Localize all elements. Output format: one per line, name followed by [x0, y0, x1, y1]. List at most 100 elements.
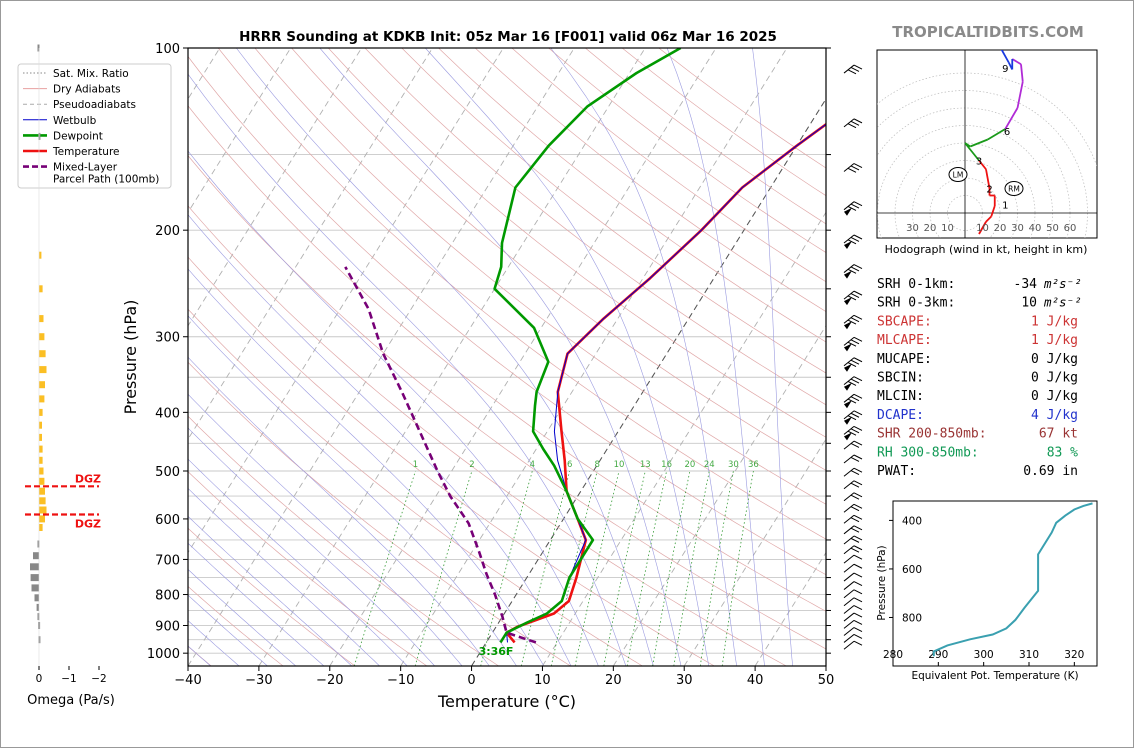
theta-e-plot: 280 290 300 310 320 400 600 800 Equivalent Pot.…	[876, 500, 1098, 682]
mixing-ratio-label: 10	[614, 460, 625, 470]
index-value: 1 J/kg	[1031, 314, 1078, 329]
wind-barb-flag	[853, 634, 863, 639]
index-label: SBCAPE:	[877, 314, 932, 329]
mixing-ratio-line	[699, 470, 734, 666]
wind-barb-flag	[847, 268, 857, 274]
index-value: 0 J/kg	[1031, 371, 1078, 386]
wind-barb-staff	[843, 619, 855, 629]
wind-barb-flag	[847, 415, 857, 421]
hodograph-segment	[987, 128, 1006, 141]
wind-barb-flag	[853, 118, 863, 124]
wind-barb-staff	[843, 545, 855, 555]
omega-bar	[30, 574, 39, 582]
index-label: SRH 0-3km:	[877, 296, 955, 311]
dgz-label: DGZ	[75, 472, 101, 485]
omega-bar	[39, 506, 47, 514]
mixing-ratio-label: 2	[469, 460, 474, 470]
wind-barb	[843, 64, 863, 75]
wind-barb-staff	[843, 357, 855, 367]
wind-barb-flag	[850, 266, 860, 272]
mixing-ratio-line	[626, 470, 667, 666]
wind-barb-flag	[850, 359, 860, 365]
legend-label: Parcel Path (100mb)	[53, 174, 159, 186]
omega-bar	[39, 497, 46, 505]
mixing-ratio-label: 30	[728, 460, 739, 470]
wind-barb-staff	[843, 554, 855, 564]
wind-barb-flag	[853, 581, 863, 587]
theta-e-frame	[892, 500, 1098, 667]
legend-label: Pseudoadiabats	[53, 99, 136, 111]
wind-barb-flag	[850, 456, 860, 462]
pseudoadiabat-line	[550, 48, 737, 666]
isotherm-line	[754, 551, 826, 666]
hodograph-tick-label: 10	[976, 223, 989, 234]
wind-barb	[843, 118, 863, 129]
wind-barb-flag	[850, 396, 860, 402]
mixing-ratio-line	[480, 470, 533, 666]
wind-barb-flag	[850, 443, 860, 448]
legend-box	[17, 63, 172, 189]
index-value: 10	[1021, 296, 1037, 311]
wind-barb-staff	[843, 118, 855, 128]
wind-barb-flag	[850, 378, 860, 384]
mixing-ratio-line	[574, 470, 620, 666]
index-value: -34	[1014, 277, 1038, 292]
wind-barb-staff	[843, 64, 855, 74]
brand-label: TROPICALTIDBITS.COM	[892, 23, 1084, 41]
wind-barb-flag	[853, 163, 863, 168]
mixing-ratio-label: 16	[661, 460, 672, 470]
dry-adiabat-line	[188, 308, 643, 666]
theta-e-y-tick-label: 400	[902, 515, 922, 527]
series-wetbulb	[506, 123, 826, 643]
wind-barb-staff	[843, 514, 855, 524]
wind-barb-staff	[843, 503, 855, 513]
omega-panel: DGZ DGZ 0 −1 −2 Omega (Pa/s)	[25, 44, 115, 708]
omega-bar	[39, 524, 43, 531]
wind-barb-flag	[850, 165, 860, 171]
dry-adiabat-line	[188, 361, 571, 666]
wind-barb-staff	[843, 627, 855, 636]
index-value: 67 kt	[1039, 427, 1078, 442]
dry-adiabat-line	[474, 48, 826, 313]
index-label: MLCIN:	[877, 389, 924, 404]
isotherm-line	[258, 48, 646, 666]
wind-barb	[843, 640, 863, 650]
wind-barb-flag	[853, 440, 863, 446]
dry-adiabat-line	[291, 48, 826, 471]
hodograph-tick-label: 30	[906, 223, 919, 234]
omega-bar	[39, 285, 43, 293]
wind-barb-staff	[843, 426, 855, 435]
wind-barb	[843, 545, 863, 555]
index-label: SRH 0-1km:	[877, 277, 955, 292]
omega-bar	[39, 456, 43, 464]
mixing-ratio-line	[521, 470, 571, 666]
dry-adiabat-line	[254, 48, 826, 505]
wind-barb	[843, 393, 863, 409]
x-tick-label: 50	[818, 673, 835, 688]
hodograph-segment	[978, 221, 987, 235]
legend-label: Wetbulb	[53, 115, 97, 127]
wind-barb-flag	[850, 482, 860, 488]
x-tick-label: 20	[605, 673, 622, 688]
wind-barb-pennant	[844, 321, 852, 330]
legend-label: Dry Adiabats	[53, 84, 121, 96]
theta-e-y-tick-label: 800	[902, 612, 922, 624]
wind-barb-flag	[853, 589, 863, 595]
freezing-isotherm	[471, 97, 826, 666]
pseudoadiabat-line	[188, 568, 296, 666]
hodograph-height-label: 6	[1004, 127, 1010, 138]
wind-barb-staff	[843, 634, 855, 643]
index-label: SBCIN:	[877, 371, 924, 386]
wind-barb-pennant	[844, 363, 852, 372]
wind-barb-flag	[850, 412, 860, 418]
wind-barb-flag	[847, 430, 857, 436]
wind-barb-pennant	[844, 343, 852, 352]
wind-barb-flag	[853, 514, 863, 520]
wind-barb-flag	[853, 234, 863, 240]
dry-adiabat-line	[217, 48, 826, 540]
hodograph-segment	[985, 215, 992, 223]
pseudoadiabat-line	[188, 315, 517, 666]
wind-barb-staff	[843, 597, 855, 607]
wind-barb-flag	[847, 206, 857, 211]
